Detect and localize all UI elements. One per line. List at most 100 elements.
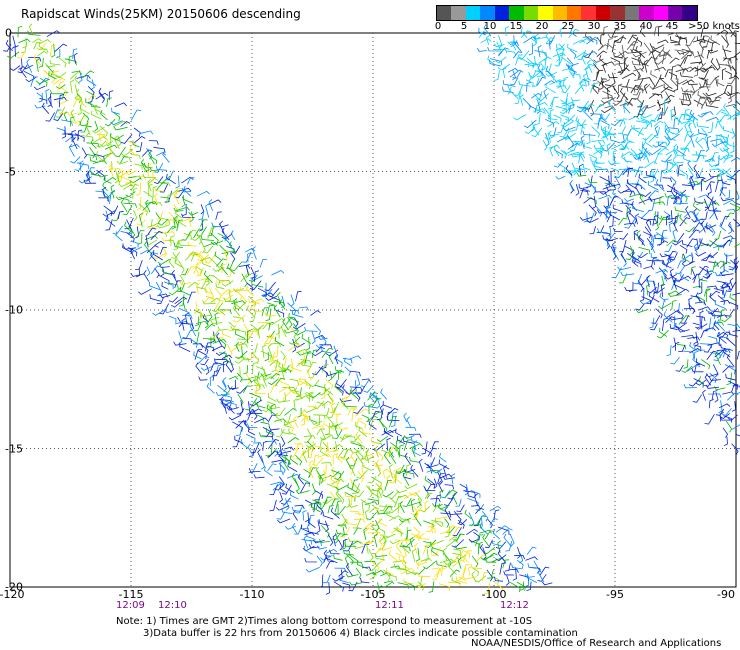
wind-barb	[337, 369, 343, 380]
wind-barb	[662, 259, 672, 269]
wind-barb	[250, 352, 260, 360]
wind-barb	[533, 560, 540, 574]
wind-barb	[619, 202, 630, 207]
wind-barb	[235, 427, 243, 436]
wind-barb	[509, 533, 515, 547]
wind-barb	[714, 92, 729, 99]
wind-barb	[252, 324, 265, 331]
wind-barb	[561, 98, 568, 111]
wind-barb	[237, 393, 244, 406]
wind-barb	[545, 71, 557, 77]
wind-barb	[104, 210, 109, 222]
wind-barb	[512, 51, 523, 59]
wind-barb	[651, 49, 663, 60]
wind-barb	[168, 258, 175, 269]
wind-barb	[344, 540, 354, 552]
wind-barb	[696, 36, 706, 43]
wind-barb	[594, 159, 605, 164]
wind-barb	[83, 179, 97, 184]
wind-barb	[313, 414, 326, 420]
wind-barb	[484, 530, 495, 540]
wind-barb	[580, 124, 587, 135]
wind-barb	[61, 126, 67, 139]
wind-barb	[342, 384, 350, 396]
wind-barb	[334, 423, 339, 436]
wind-barb	[701, 45, 708, 57]
wind-barb	[638, 77, 652, 82]
wind-barb	[290, 491, 299, 500]
wind-barb	[589, 182, 597, 195]
wind-barb	[516, 559, 524, 569]
wind-barb	[721, 111, 731, 120]
wind-barb	[708, 168, 721, 173]
wind-barb	[272, 482, 285, 491]
wind-barb	[226, 343, 233, 358]
wind-barb	[175, 175, 180, 189]
wind-barb	[402, 547, 407, 559]
wind-barb	[687, 364, 701, 372]
wind-barb	[226, 289, 231, 303]
wind-barb	[630, 49, 642, 54]
wind-barb	[216, 364, 223, 373]
wind-barb	[568, 64, 577, 73]
wind-barb	[419, 534, 430, 540]
wind-barb	[173, 242, 183, 248]
wind-barb	[668, 292, 682, 297]
wind-barb	[732, 218, 740, 226]
wind-barb	[577, 50, 586, 60]
wind-barb	[692, 285, 703, 290]
wind-barb	[331, 371, 342, 379]
wind-barb	[246, 305, 255, 318]
wind-barb	[226, 288, 241, 295]
wind-barb	[715, 179, 723, 192]
wind-barb	[695, 295, 706, 305]
wind-barb	[716, 109, 726, 115]
wind-barb	[375, 483, 384, 495]
legend-swatch	[581, 6, 596, 20]
wind-barb	[210, 232, 219, 245]
wind-barb	[353, 406, 364, 414]
legend-label: 5	[460, 21, 468, 32]
wind-barb	[624, 286, 638, 292]
wind-barb	[413, 440, 418, 451]
wind-barb	[56, 127, 66, 135]
legend-label: 25	[561, 21, 575, 32]
wind-barb	[682, 253, 687, 264]
wind-barb	[671, 106, 676, 117]
wind-barb	[172, 252, 178, 263]
wind-barb	[355, 450, 363, 464]
wind-barb	[349, 457, 358, 467]
wind-barb	[314, 490, 324, 499]
wind-barb	[562, 101, 575, 107]
wind-barb	[719, 140, 729, 153]
wind-barb	[725, 189, 730, 200]
wind-barb	[281, 428, 291, 435]
wind-barb	[327, 425, 338, 430]
wind-barb	[583, 142, 592, 149]
wind-barb	[135, 267, 141, 278]
wind-barb	[619, 239, 627, 253]
wind-barb	[732, 424, 740, 430]
wind-barb	[676, 288, 690, 296]
wind-barb	[601, 107, 614, 114]
wind-barb	[583, 51, 598, 58]
wind-barb	[22, 64, 34, 70]
wind-barb	[145, 233, 150, 248]
wind-barb	[63, 111, 68, 122]
wind-barb	[33, 85, 46, 91]
wind-barb	[176, 216, 187, 228]
wind-barb	[394, 563, 406, 570]
wind-barb	[78, 70, 83, 83]
wind-barb	[143, 190, 154, 202]
wind-barb	[233, 314, 246, 323]
wind-barb	[561, 118, 575, 127]
wind-barb	[716, 314, 728, 319]
wind-barb	[90, 79, 95, 91]
wind-barb	[691, 367, 704, 373]
wind-barb	[390, 442, 399, 452]
wind-barb	[175, 240, 183, 248]
wind-barb	[702, 66, 716, 71]
wind-barb	[375, 394, 381, 409]
wind-barb	[361, 378, 372, 383]
wind-barb	[215, 308, 229, 315]
